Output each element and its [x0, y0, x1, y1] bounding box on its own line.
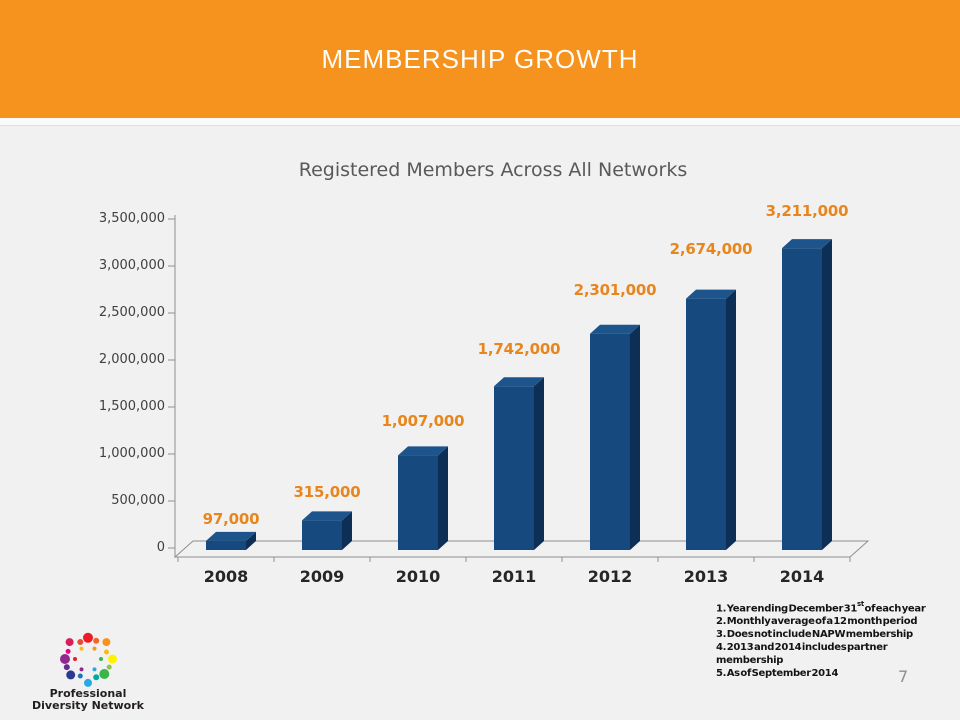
logo-dot [77, 639, 84, 645]
footnote-text: 1. Year ending December 31 [716, 603, 858, 615]
logo-dots-icon [60, 632, 117, 687]
logo-text-line1: Professional [49, 687, 127, 700]
logo-dot [66, 670, 76, 680]
logo-dot [99, 669, 110, 679]
logo-dot [65, 648, 71, 654]
footnote-line: 3. Does not include NAPW membership [716, 628, 954, 641]
logo-dot [108, 654, 117, 664]
bar-side-face [726, 289, 736, 550]
bar-2014 [782, 239, 832, 550]
footnote-line: 4. 2013 and 2014 includes partner member… [716, 641, 954, 667]
y-tick-label: 3,500,000 [98, 211, 165, 226]
bar-front-face [494, 386, 534, 550]
y-tick-label: 0 [156, 540, 165, 555]
bar-top-face [302, 511, 352, 521]
footnote-text: of each year [863, 603, 926, 615]
bar-top-face [782, 239, 832, 249]
logo-dot [60, 654, 70, 664]
bar-front-face [686, 298, 726, 550]
bar-2011 [494, 377, 544, 550]
logo-dot [93, 674, 100, 681]
logo-dot [106, 664, 112, 670]
bar-front-face [206, 540, 246, 550]
bar-value-label: 97,000 [202, 509, 260, 528]
logo-text-line2: Diversity Network [32, 699, 144, 712]
y-tick-label: 2,000,000 [98, 352, 165, 367]
y-tick-label: 1,000,000 [98, 446, 165, 461]
logo-dot [63, 664, 70, 671]
x-axis-category: 2008 [203, 567, 249, 586]
y-tick-label: 3,000,000 [98, 258, 165, 273]
bar-front-face [398, 455, 438, 550]
bar-value-label: 2,674,000 [669, 239, 753, 258]
bar-2013 [686, 289, 736, 550]
x-axis-category: 2010 [395, 567, 441, 586]
logo-dot [77, 673, 83, 679]
logo-dot [93, 637, 100, 644]
y-tick-label: 500,000 [111, 493, 165, 508]
footnote-text: 4. 2013 and 2014 includes partner member… [716, 642, 888, 667]
logo-dot [73, 657, 77, 661]
bar-value-label: 3,211,000 [765, 202, 849, 221]
bar-value-label: 1,007,000 [381, 412, 465, 431]
bar-side-face [246, 531, 256, 550]
logo-dot [79, 667, 84, 672]
pdn-logo: Professional Diversity Network [28, 630, 148, 712]
footnote-superscript: st [857, 600, 864, 608]
chart-title: Registered Members Across All Networks [298, 159, 688, 181]
page-number: 7 [898, 667, 909, 686]
bar-top-face [686, 289, 736, 299]
footnote-line: 2. Monthly average of a 12 month period [716, 615, 954, 628]
footnote-text: 3. Does not include NAPW membership [716, 629, 913, 641]
bar-front-face [590, 333, 630, 550]
bar-top-face [590, 324, 640, 334]
x-axis-category: 2011 [491, 567, 537, 586]
band-divider [0, 118, 960, 126]
logo-dot [92, 667, 97, 672]
bar-front-face [782, 248, 822, 550]
floor-plane [173, 540, 870, 558]
bar-side-face [822, 239, 832, 550]
bar-2010 [398, 446, 448, 550]
bar-top-face [398, 446, 448, 456]
bar-front-face [302, 520, 342, 550]
x-axis-category: 2012 [587, 567, 633, 586]
x-axis-category: 2014 [779, 567, 825, 586]
bar-2008 [206, 531, 256, 550]
slide-title: MEMBERSHIP GROWTH [321, 43, 639, 74]
logo-dot [83, 632, 93, 643]
bar-2009 [302, 511, 352, 550]
footnote-line: 5. As of September 2014 [716, 667, 954, 680]
logo-dot [65, 638, 74, 647]
footnote-text: 5. As of September 2014 [716, 668, 839, 680]
footnote-line: 1. Year ending December 31st of each yea… [716, 599, 954, 615]
x-axis-category: 2009 [299, 567, 345, 586]
bar-side-face [438, 446, 448, 550]
bar-side-face [630, 324, 640, 550]
y-tick-label: 1,500,000 [98, 399, 165, 414]
logo-dot [79, 646, 84, 651]
logo-dot [92, 646, 97, 651]
x-axis-category: 2013 [683, 567, 729, 586]
bar-value-label: 315,000 [293, 483, 361, 502]
bar-top-face [206, 531, 256, 541]
bar-2012 [590, 324, 640, 550]
logo-dot [102, 638, 111, 647]
footnotes: 1. Year ending December 31st of each yea… [716, 599, 954, 680]
logo-dot [104, 649, 109, 655]
bar-side-face [342, 511, 352, 550]
logo-dot [84, 678, 92, 687]
bar-top-face [494, 377, 544, 387]
bar-side-face [534, 377, 544, 550]
logo-dot [99, 657, 103, 661]
footnote-text: 2. Monthly average of a 12 month period [716, 616, 918, 628]
bar-value-label: 2,301,000 [573, 280, 657, 299]
y-tick-label: 2,500,000 [98, 305, 165, 320]
bar-value-label: 1,742,000 [477, 340, 561, 359]
title-band: MEMBERSHIP GROWTH [0, 0, 960, 118]
